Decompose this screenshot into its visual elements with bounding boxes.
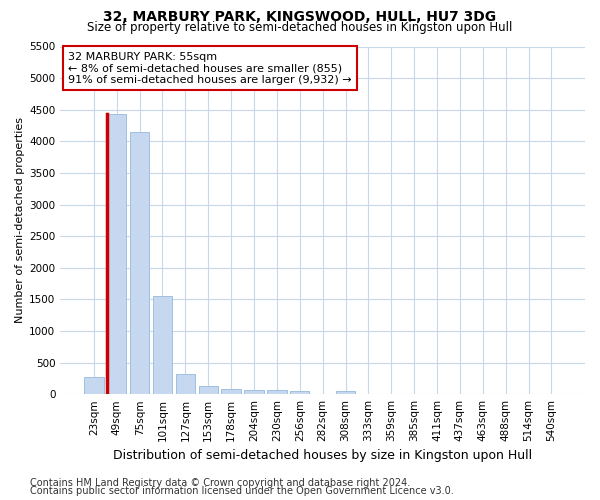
Bar bbox=[130, 132, 149, 394]
Text: 32 MARBURY PARK: 55sqm
← 8% of semi-detached houses are smaller (855)
91% of sem: 32 MARBURY PARK: 55sqm ← 8% of semi-deta… bbox=[68, 52, 352, 85]
Text: Contains public sector information licensed under the Open Government Licence v3: Contains public sector information licen… bbox=[30, 486, 454, 496]
Text: 32, MARBURY PARK, KINGSWOOD, HULL, HU7 3DG: 32, MARBURY PARK, KINGSWOOD, HULL, HU7 3… bbox=[103, 10, 497, 24]
Bar bbox=[267, 390, 287, 394]
Bar bbox=[199, 386, 218, 394]
Bar bbox=[290, 390, 310, 394]
Y-axis label: Number of semi-detached properties: Number of semi-detached properties bbox=[15, 118, 25, 324]
Bar bbox=[336, 391, 355, 394]
Bar bbox=[176, 374, 195, 394]
Text: Size of property relative to semi-detached houses in Kingston upon Hull: Size of property relative to semi-detach… bbox=[88, 21, 512, 34]
X-axis label: Distribution of semi-detached houses by size in Kingston upon Hull: Distribution of semi-detached houses by … bbox=[113, 450, 532, 462]
Bar bbox=[221, 389, 241, 394]
Bar bbox=[153, 296, 172, 394]
Bar bbox=[244, 390, 264, 394]
Bar bbox=[84, 377, 104, 394]
Bar bbox=[107, 114, 127, 394]
Text: Contains HM Land Registry data © Crown copyright and database right 2024.: Contains HM Land Registry data © Crown c… bbox=[30, 478, 410, 488]
